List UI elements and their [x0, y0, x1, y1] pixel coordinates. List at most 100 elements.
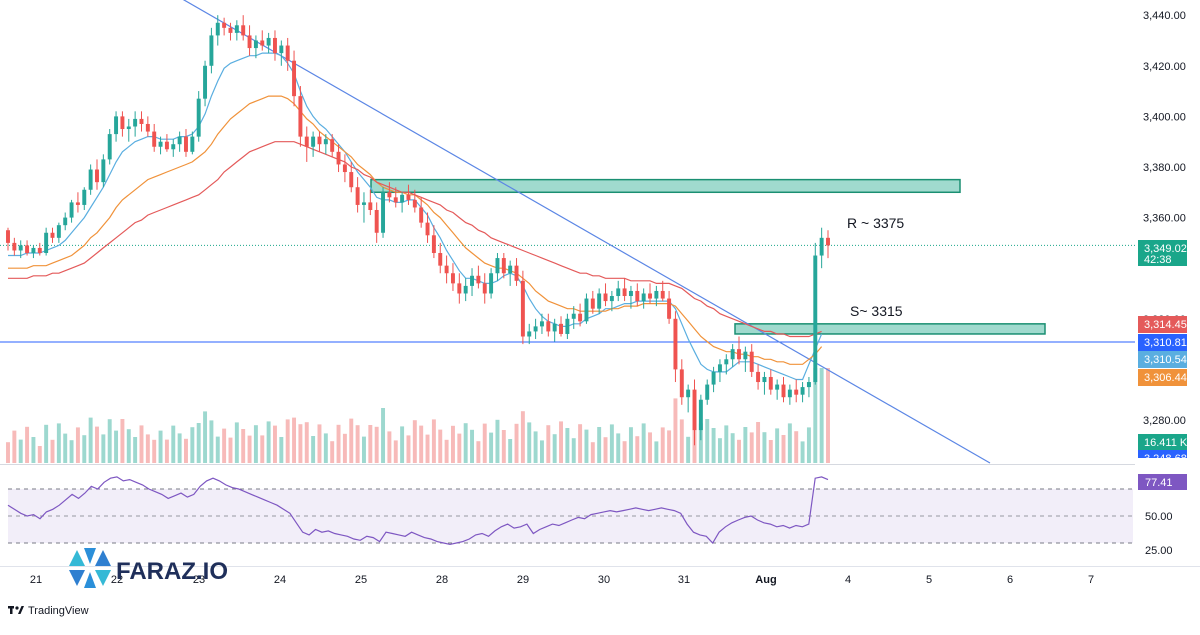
candle-body: [559, 323, 563, 334]
volume-bar: [679, 419, 684, 463]
candle-body: [266, 37, 271, 46]
time-axis[interactable]: 21 22 23 24 25 28 29 30 31 Aug 4 5 6 7: [30, 574, 1094, 586]
volume-bar: [374, 426, 379, 463]
candle-body: [184, 136, 188, 152]
candle-body: [686, 389, 691, 398]
candle-body: [209, 35, 214, 66]
candle-body: [527, 331, 532, 337]
volume-bar: [393, 440, 398, 463]
volume-bar: [565, 428, 570, 463]
volume-bar: [215, 436, 220, 463]
candle-body: [253, 40, 258, 49]
candle-body: [749, 351, 754, 372]
volume-bar: [342, 433, 347, 463]
candle-body: [69, 202, 74, 218]
volume-bar: [145, 434, 150, 463]
volume-bar: [273, 425, 277, 463]
countdown-text: 42:38: [1144, 254, 1172, 266]
candle-body: [711, 371, 716, 385]
volume-bar: [6, 442, 10, 463]
candle-body: [775, 384, 780, 390]
candle-body: [171, 144, 176, 150]
volume-bar: [247, 435, 252, 463]
volume-bar: [724, 425, 729, 463]
volume-bar: [717, 438, 722, 463]
candle-body: [126, 126, 131, 130]
x-tick-label: 22: [111, 574, 123, 586]
volume-bar: [819, 368, 824, 463]
volume-bar: [133, 437, 138, 463]
volume-bar: [241, 429, 246, 463]
candle-body: [470, 275, 475, 286]
volume-bar: [768, 440, 773, 463]
candle-body: [361, 202, 366, 205]
volume-bar: [63, 433, 68, 463]
volume-bar: [673, 398, 678, 463]
candle-body: [806, 382, 811, 388]
volume-bar: [311, 436, 316, 463]
volume-bar: [546, 425, 551, 463]
y-tick-label: 3,280.00: [1143, 415, 1186, 427]
candle-body: [571, 313, 576, 319]
candle-body: [37, 247, 42, 254]
candle-body: [679, 369, 684, 398]
candle-body: [285, 45, 290, 61]
volume-bar: [285, 419, 290, 463]
volume-bar: [139, 425, 144, 463]
candle-body: [546, 321, 551, 332]
candle-body: [756, 371, 761, 383]
candle-body: [692, 389, 697, 431]
x-tick-label: 31: [678, 574, 690, 586]
candle-body: [95, 169, 99, 183]
x-tick-label: 28: [436, 574, 448, 586]
faraz-logo: FARAZ.IO: [69, 548, 228, 588]
volume-bar: [762, 432, 767, 463]
candle-body: [495, 258, 500, 274]
candle-body: [635, 290, 640, 302]
candle-body: [565, 318, 570, 334]
candle-body: [215, 22, 220, 36]
candle-body: [63, 217, 68, 226]
volume-bar: [12, 430, 17, 463]
resistance-label: R ~ 3375: [847, 215, 904, 231]
price-tag-bg: [1138, 316, 1187, 333]
rsi-tick-label: 25.00: [1145, 545, 1173, 557]
candle-body: [450, 273, 455, 284]
x-tick-label: 4: [845, 574, 851, 586]
candle-body: [724, 359, 729, 365]
volume-bar: [705, 419, 710, 463]
volume-bar: [400, 426, 405, 463]
x-tick-label: 25: [355, 574, 367, 586]
annotations: R ~ 3375 S~ 3315: [847, 215, 904, 319]
candle-body: [374, 209, 379, 233]
volume-bar: [539, 440, 544, 463]
candle-body: [737, 349, 741, 360]
candle-body: [800, 387, 805, 395]
candle-body: [813, 255, 818, 383]
volume-bar: [597, 427, 602, 463]
candle-body: [114, 116, 119, 135]
x-tick-label: 5: [926, 574, 932, 586]
candle-body: [419, 207, 424, 223]
volume-bar: [749, 432, 754, 463]
volume-bar: [686, 436, 691, 463]
volume-bar: [82, 435, 87, 463]
x-tick-label: 21: [30, 574, 42, 586]
price-tag-bg: [1138, 351, 1187, 368]
price-tag-text: 3,310.81: [1144, 337, 1187, 349]
candle-body: [6, 230, 10, 243]
candle-body: [260, 40, 265, 46]
volume-bar: [495, 419, 500, 463]
candle-body: [101, 159, 106, 183]
x-tick-label: 6: [1007, 574, 1013, 586]
x-tick-label: 30: [598, 574, 610, 586]
volume-bar: [756, 422, 761, 463]
candle-body: [381, 192, 386, 233]
candle-body: [330, 139, 335, 152]
tradingview-label: TradingView: [28, 605, 89, 617]
candle-body: [393, 197, 398, 203]
x-tick-label: Aug: [755, 574, 776, 586]
candle-body: [781, 384, 786, 398]
volume-bar: [368, 425, 373, 463]
